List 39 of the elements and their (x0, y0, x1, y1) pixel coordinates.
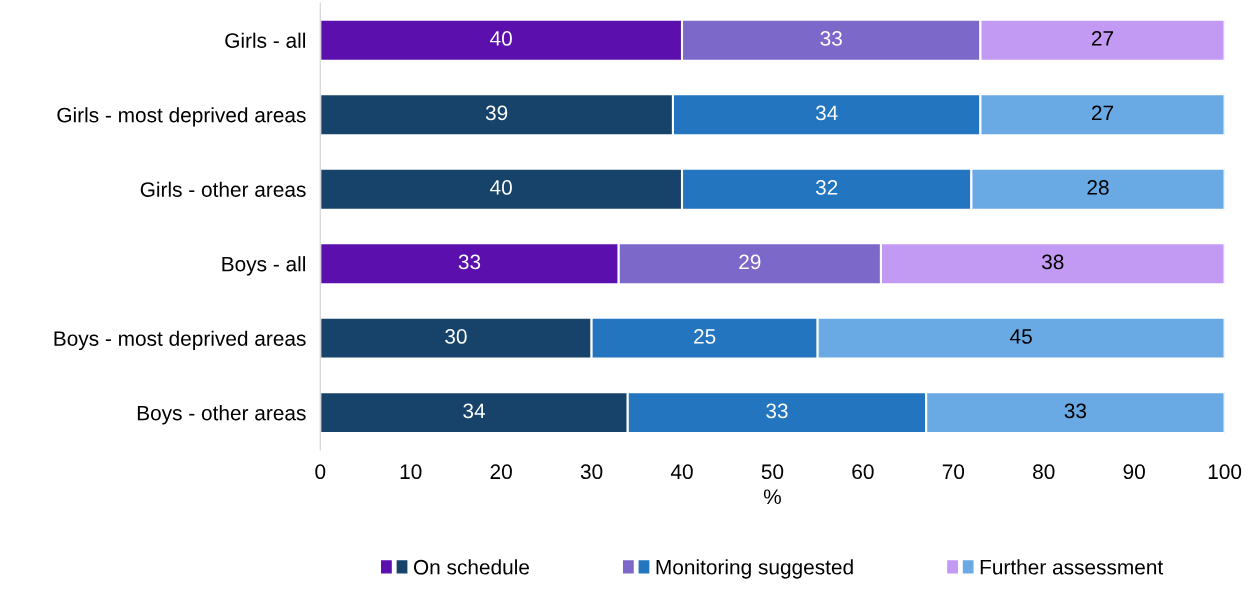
legend-label: Monitoring suggested (656, 559, 853, 579)
y-tick-label: Girls - all (225, 32, 305, 48)
data-label: 25 (694, 329, 716, 344)
data-label: 33 (766, 403, 788, 419)
x-tick-label: 20 (490, 464, 512, 480)
data-label: 40 (490, 31, 512, 46)
x-tick-label: 50 (761, 464, 784, 480)
data-label: 27 (1091, 31, 1114, 46)
x-tick-label: 40 (670, 464, 693, 480)
y-tick-label: Girls - other areas (140, 181, 306, 197)
x-tick-label: 90 (1123, 464, 1145, 480)
x-tick-label: 10 (400, 464, 422, 480)
data-label: 33 (458, 254, 481, 270)
data-label: 34 (463, 403, 485, 419)
data-label: 28 (1087, 180, 1109, 195)
data-label: 34 (815, 105, 838, 121)
y-tick-label: Girls - most deprived areas (57, 107, 306, 127)
y-tick-label: Boys - other areas (137, 405, 306, 425)
y-tick-label: Boys - most deprived areas (54, 330, 306, 351)
data-label: 45 (1010, 329, 1032, 344)
data-label: 39 (485, 105, 508, 121)
x-tick-label: 30 (580, 464, 603, 480)
x-axis-title: % (763, 489, 781, 505)
data-label: 38 (1041, 254, 1064, 270)
data-label: 29 (739, 254, 761, 270)
data-label: 33 (820, 31, 842, 46)
legend-label: On schedule (413, 559, 529, 575)
data-label: 33 (1064, 403, 1087, 419)
x-tick-label: 60 (852, 464, 874, 480)
x-tick-label: 70 (942, 464, 965, 480)
data-label: 40 (490, 180, 512, 195)
x-tick-label: 100 (1208, 464, 1242, 480)
y-tick-label: Boys - all (222, 256, 305, 276)
data-label: 27 (1091, 105, 1114, 121)
x-tick-label: 0 (315, 464, 326, 480)
data-label: 30 (445, 329, 467, 344)
x-tick-label: 80 (1033, 464, 1055, 480)
legend-label: Further assessment (980, 559, 1164, 575)
data-label: 32 (815, 180, 838, 195)
